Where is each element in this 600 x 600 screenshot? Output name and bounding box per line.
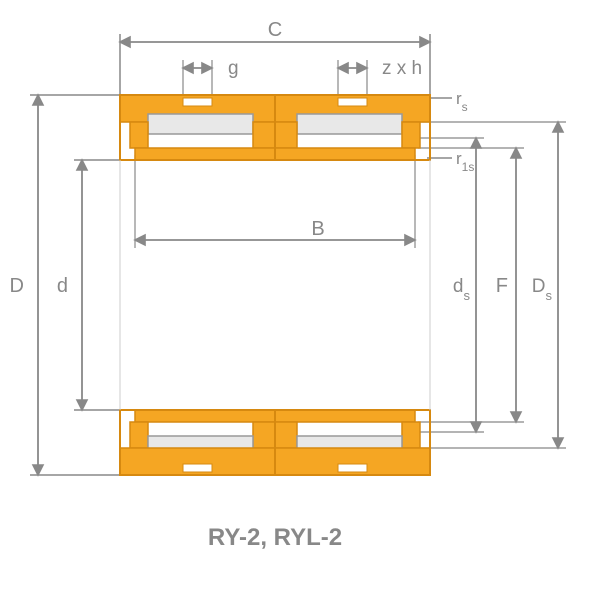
label-C: C xyxy=(268,19,282,41)
label-B: B xyxy=(311,218,324,240)
label-zxh: z x h xyxy=(382,58,422,79)
bearing-top-section xyxy=(120,95,430,160)
label-d: d xyxy=(57,275,68,297)
diagram-title: RY-2, RYL-2 xyxy=(208,524,342,551)
label-r1s: r1s xyxy=(456,149,474,174)
bearing-diagram: D d C g z x h B rs r1s ds F Ds xyxy=(0,0,600,600)
label-ds: ds xyxy=(453,276,471,303)
label-Ds: Ds xyxy=(532,276,553,303)
bearing-bottom-section xyxy=(120,410,430,475)
label-D: D xyxy=(10,275,24,297)
label-rs: rs xyxy=(456,89,468,114)
label-F: F xyxy=(496,275,508,297)
label-g: g xyxy=(228,58,239,79)
